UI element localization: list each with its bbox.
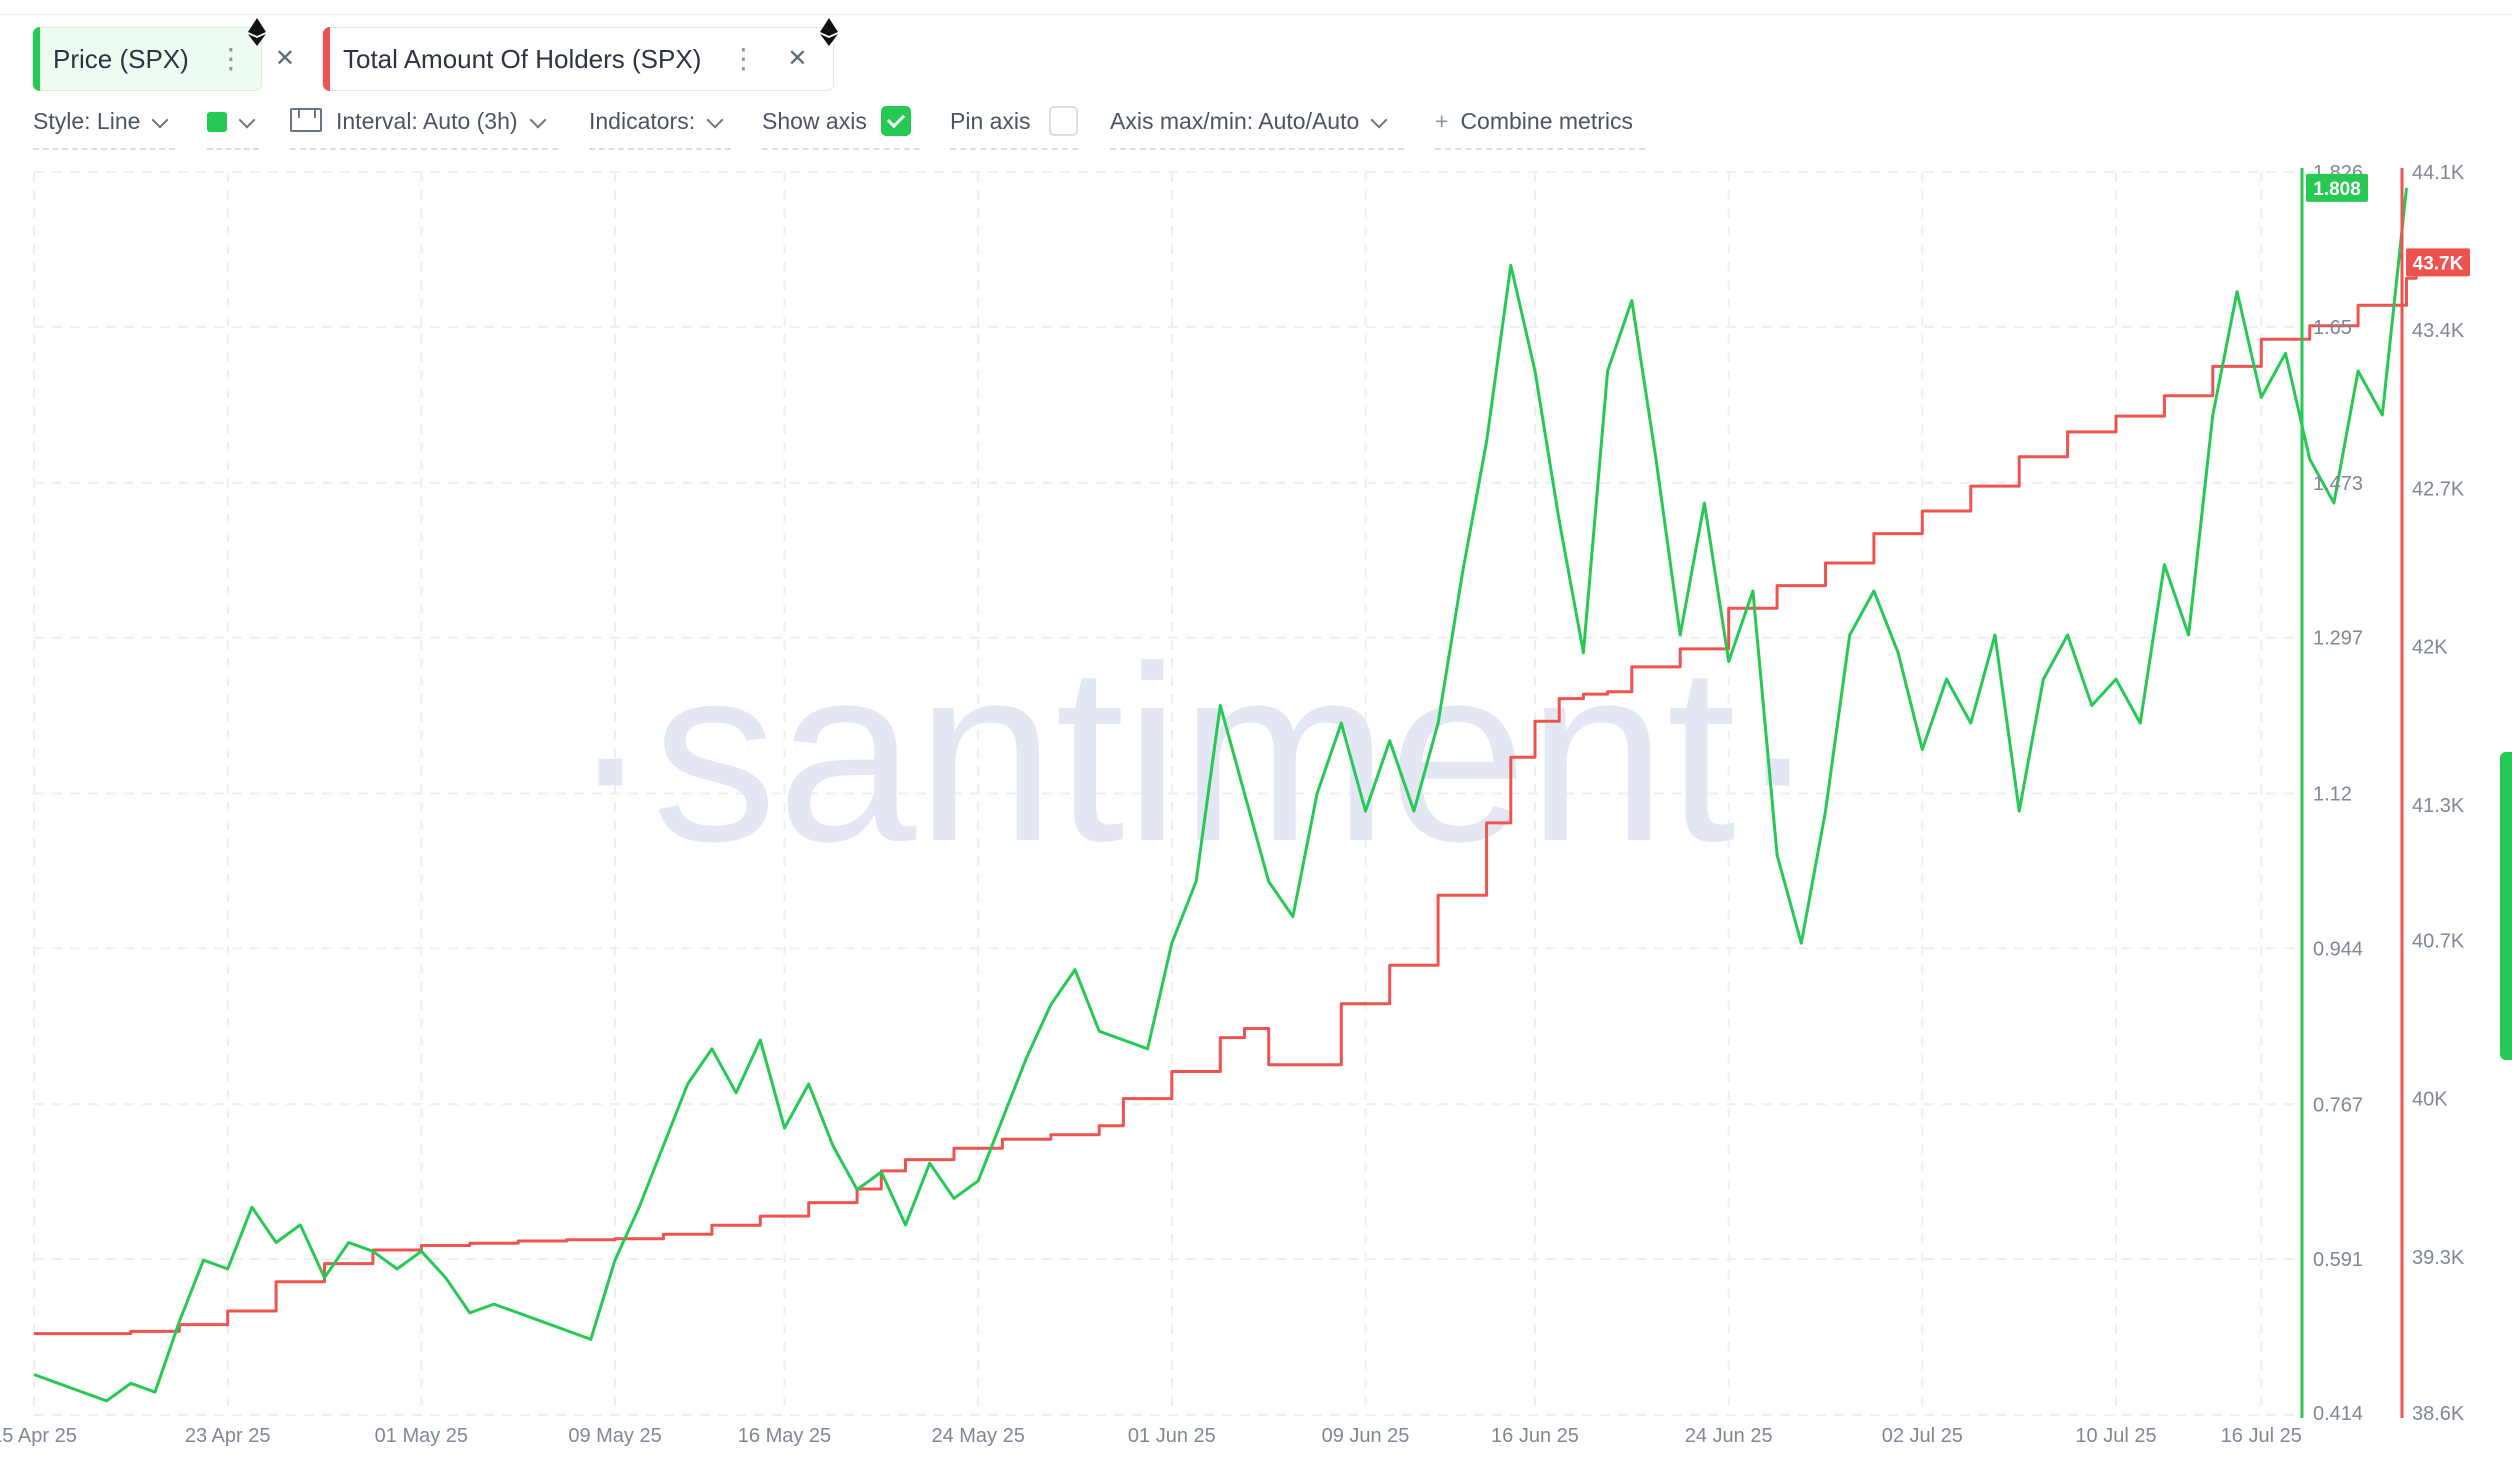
price-tick-label: 1.12 xyxy=(2313,784,2352,806)
combine-metrics-button[interactable]: + Combine metrics xyxy=(1435,108,1645,150)
close-icon[interactable]: ✕ xyxy=(274,45,295,72)
holders-tick-label: 38.6K xyxy=(2412,1403,2465,1425)
indicators-select[interactable]: Indicators: xyxy=(589,108,731,150)
x-tick-label: 10 Jul 25 xyxy=(2075,1425,2156,1447)
x-tick-label: 24 Jun 25 xyxy=(1685,1425,1773,1447)
pin-axis-toggle[interactable]: Pin axis xyxy=(950,106,1078,150)
holders-tick-label: 41.3K xyxy=(2412,795,2465,817)
show-axis-toggle[interactable]: Show axis xyxy=(762,106,920,150)
price-current-badge xyxy=(2306,173,2368,202)
price-axis-labels: 0.414 0.591 0.767 0.944 1.12 1.297 1.473 1.65 1.… xyxy=(2313,162,2363,1425)
style-label: Style: Line xyxy=(33,108,141,134)
ethereum-icon xyxy=(248,18,266,46)
pin-axis-label: Pin axis xyxy=(950,108,1031,134)
ruler-icon xyxy=(290,108,322,132)
metric-label-holders: Total Amount Of Holders (SPX) xyxy=(343,43,702,74)
plus-icon: + xyxy=(1435,108,1449,134)
axis-maxmin-label: Axis max/min: Auto/Auto xyxy=(1110,108,1360,134)
axis-maxmin-select[interactable]: Axis max/min: Auto/Auto xyxy=(1110,108,1404,150)
holders-tick-label: 43.4K xyxy=(2412,320,2465,342)
metric-label-price: Price (SPX) xyxy=(53,43,189,74)
ethereum-icon xyxy=(820,18,838,46)
x-tick-label: 23 Apr 25 xyxy=(185,1425,271,1447)
close-icon[interactable]: ✕ xyxy=(787,45,808,72)
price-tick-label: 0.591 xyxy=(2313,1249,2363,1271)
watermark: ·santiment· xyxy=(569,614,1819,893)
price-tick-label: 1.297 xyxy=(2313,628,2363,650)
chart-grid xyxy=(33,171,2300,1416)
axes xyxy=(2300,168,2404,1418)
more-vertical-icon[interactable]: ⋮ xyxy=(216,43,245,74)
current-value-badges: 1.808 43.7K xyxy=(2306,173,2470,277)
interval-select[interactable]: Interval: Auto (3h) xyxy=(290,108,558,150)
price-tick-label: 0.414 xyxy=(2313,1403,2363,1425)
show-axis-label: Show axis xyxy=(762,108,867,134)
interval-label: Interval: Auto (3h) xyxy=(336,108,518,134)
x-tick-label: 16 May 25 xyxy=(738,1425,831,1447)
holders-tick-label: 40.7K xyxy=(2412,930,2465,952)
price-tick-label: 1.473 xyxy=(2313,473,2363,495)
x-tick-label: 01 May 25 xyxy=(375,1425,468,1447)
x-tick-label: 15 Apr 25 xyxy=(0,1425,77,1447)
metric-chip-holders[interactable]: Total Amount Of Holders (SPX) ⋮ ✕ xyxy=(322,18,838,91)
x-tick-label: 16 Jun 25 xyxy=(1491,1425,1579,1447)
scroll-handle[interactable] xyxy=(2500,752,2512,1060)
pin-axis-checkbox[interactable] xyxy=(1048,106,1078,136)
x-tick-label: 02 Jul 25 xyxy=(1882,1425,1963,1447)
holders-tick-label: 39.3K xyxy=(2412,1247,2465,1269)
holders-tick-label: 42.7K xyxy=(2412,478,2465,500)
holders-tick-label: 42K xyxy=(2412,637,2448,659)
metric-color-bar xyxy=(33,27,40,91)
style-select[interactable]: Style: Line xyxy=(33,108,175,150)
holders-axis-labels: 38.6K 39.3K 40K 40.7K 41.3K 42K 42.7K 43.4K 44.1… xyxy=(2412,162,2465,1425)
indicators-label: Indicators: xyxy=(589,108,696,134)
holders-current-badge xyxy=(2406,248,2470,277)
price-current-label: 1.808 xyxy=(2313,179,2361,200)
x-axis-labels: 15 Apr 25 23 Apr 25 01 May 25 09 May 25 16 M… xyxy=(0,1425,2302,1447)
price-tick-label: 1.65 xyxy=(2313,317,2352,339)
holders-tick-label: 40K xyxy=(2412,1089,2448,1111)
combine-metrics-label: Combine metrics xyxy=(1460,108,1633,134)
price-tick-label: 0.944 xyxy=(2313,938,2363,960)
more-vertical-icon[interactable]: ⋮ xyxy=(729,43,758,74)
color-swatch xyxy=(207,112,227,132)
price-line xyxy=(33,187,2408,1403)
x-tick-label: 09 May 25 xyxy=(568,1425,661,1447)
price-series xyxy=(33,187,2408,1403)
x-tick-label: 24 May 25 xyxy=(931,1425,1024,1447)
x-tick-label: 01 Jun 25 xyxy=(1128,1425,1216,1447)
price-tick-label: 0.767 xyxy=(2313,1094,2363,1116)
holders-tick-label: 44.1K xyxy=(2412,162,2465,184)
metric-chip-price[interactable]: Price (SPX) ⋮ ✕ xyxy=(32,18,295,91)
top-divider xyxy=(0,14,2512,15)
holders-series xyxy=(34,262,2418,1336)
line-color-picker[interactable] xyxy=(207,108,259,150)
holders-current-label: 43.7K xyxy=(2413,253,2464,274)
holders-line xyxy=(34,262,2418,1336)
x-tick-label: 16 Jul 25 xyxy=(2221,1425,2302,1447)
metric-color-bar xyxy=(323,27,330,91)
show-axis-checkbox[interactable] xyxy=(880,106,911,136)
x-tick-label: 09 Jun 25 xyxy=(1322,1425,1410,1447)
